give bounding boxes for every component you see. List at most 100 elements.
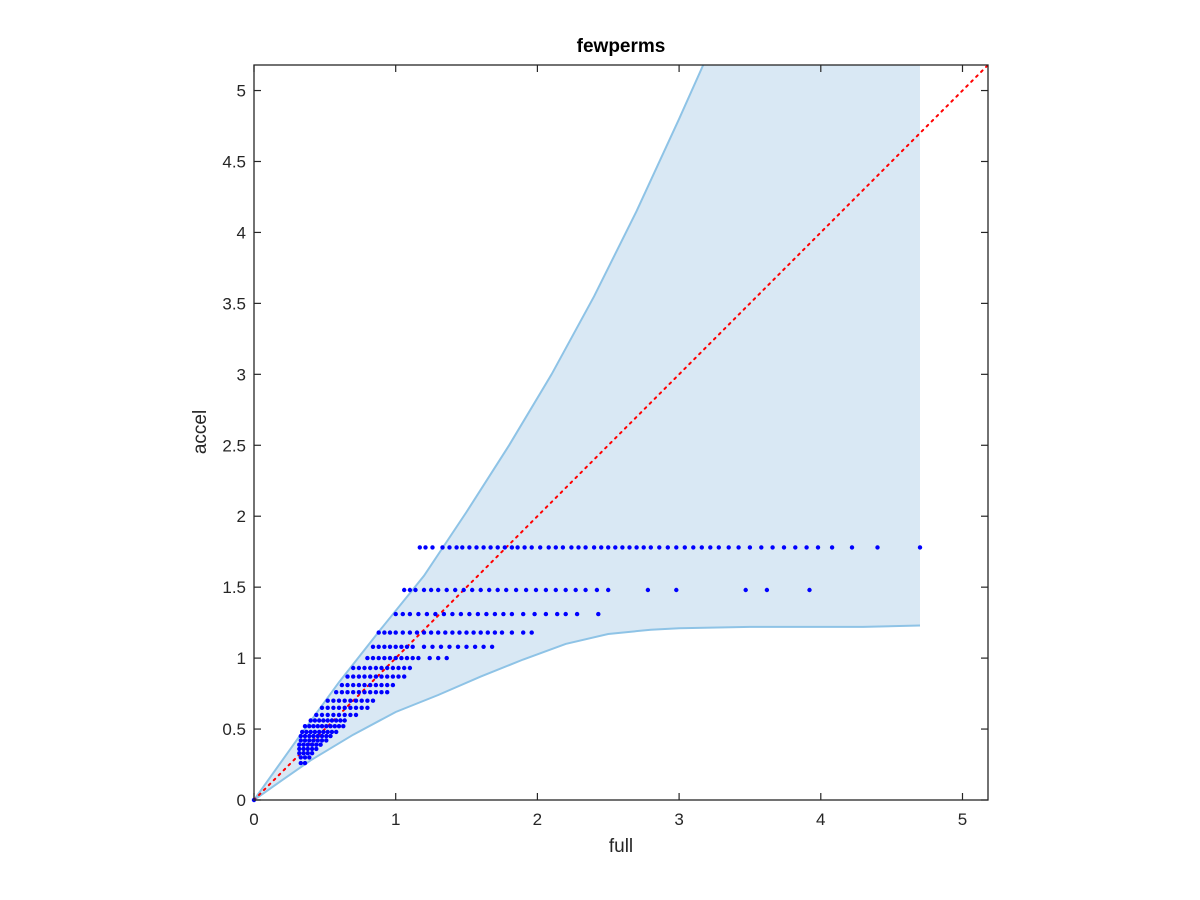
data-point bbox=[302, 724, 308, 729]
data-point bbox=[385, 674, 390, 679]
data-point bbox=[499, 630, 505, 635]
data-point bbox=[402, 665, 407, 671]
data-point bbox=[345, 674, 350, 679]
data-point bbox=[807, 587, 812, 593]
data-point bbox=[338, 718, 343, 723]
data-point bbox=[484, 611, 489, 617]
data-point bbox=[362, 690, 367, 695]
data-point bbox=[301, 746, 306, 752]
data-point bbox=[315, 724, 320, 729]
data-point bbox=[312, 718, 318, 723]
data-point bbox=[576, 545, 581, 550]
data-point bbox=[770, 545, 775, 550]
data-point bbox=[325, 712, 330, 718]
data-point bbox=[334, 718, 339, 723]
data-point bbox=[348, 712, 353, 718]
y-tick-label: 3.5 bbox=[222, 294, 246, 313]
data-point bbox=[373, 682, 379, 688]
data-point bbox=[334, 690, 339, 695]
data-point bbox=[373, 665, 379, 671]
data-point bbox=[407, 587, 413, 593]
data-point bbox=[300, 729, 305, 735]
data-point bbox=[657, 545, 662, 550]
data-point bbox=[362, 682, 367, 688]
data-point bbox=[450, 611, 455, 617]
y-tick-label: 5 bbox=[237, 82, 246, 101]
data-point bbox=[759, 545, 764, 550]
data-point bbox=[407, 630, 413, 635]
data-point bbox=[546, 545, 551, 550]
data-point bbox=[523, 587, 529, 593]
data-point bbox=[430, 545, 435, 550]
data-point bbox=[324, 733, 329, 739]
data-point bbox=[410, 655, 415, 661]
data-point bbox=[314, 712, 319, 718]
data-point bbox=[370, 698, 376, 703]
data-point bbox=[365, 705, 370, 710]
identity-reference-line bbox=[253, 64, 989, 801]
data-point bbox=[321, 729, 326, 735]
data-point bbox=[521, 611, 526, 617]
data-point bbox=[436, 655, 441, 661]
data-point bbox=[509, 630, 515, 635]
data-point bbox=[302, 760, 308, 766]
y-axis-ticks: 0 0.5 1 1.5 2 2.5 3 3.5 4 4.5 5 bbox=[222, 82, 988, 810]
data-point bbox=[387, 655, 393, 661]
data-point bbox=[311, 733, 316, 739]
upper-bound-edge bbox=[253, 64, 705, 801]
data-point bbox=[501, 611, 506, 617]
data-point bbox=[297, 742, 302, 747]
data-point bbox=[341, 724, 346, 729]
data-point bbox=[555, 611, 560, 617]
data-point bbox=[747, 545, 753, 550]
data-point bbox=[447, 644, 452, 649]
data-point bbox=[504, 587, 509, 593]
x-axis-ticks: 0 1 2 3 4 5 bbox=[249, 65, 967, 829]
data-point bbox=[460, 545, 465, 550]
data-point bbox=[311, 738, 316, 743]
data-point bbox=[413, 587, 418, 593]
data-point bbox=[634, 545, 639, 550]
data-point bbox=[674, 545, 679, 550]
x-tick-label: 1 bbox=[391, 810, 400, 829]
bounds-fill bbox=[254, 65, 920, 800]
data-point bbox=[487, 587, 492, 593]
data-point bbox=[342, 698, 347, 703]
data-point bbox=[365, 698, 370, 703]
data-point bbox=[376, 630, 381, 635]
data-point bbox=[464, 630, 469, 635]
data-point bbox=[342, 712, 347, 718]
data-point bbox=[627, 545, 632, 550]
data-point bbox=[325, 718, 330, 723]
data-point bbox=[368, 690, 373, 695]
data-point bbox=[509, 545, 515, 550]
x-tick-label: 2 bbox=[533, 810, 542, 829]
data-point bbox=[583, 587, 588, 593]
data-point bbox=[342, 705, 347, 710]
data-point bbox=[390, 665, 396, 671]
data-point bbox=[488, 545, 493, 550]
x-tick-label: 4 bbox=[816, 810, 825, 829]
data-point bbox=[441, 611, 447, 617]
data-point bbox=[478, 587, 483, 593]
data-point bbox=[314, 742, 319, 747]
data-point bbox=[563, 611, 568, 617]
data-point bbox=[302, 738, 308, 743]
data-point bbox=[396, 674, 401, 679]
data-point bbox=[298, 733, 303, 739]
data-point bbox=[339, 682, 345, 688]
data-point bbox=[743, 587, 748, 593]
data-point bbox=[538, 545, 543, 550]
data-point bbox=[298, 755, 303, 760]
data-point bbox=[305, 746, 310, 752]
data-point bbox=[382, 630, 387, 635]
data-point bbox=[304, 729, 309, 735]
data-point bbox=[382, 644, 387, 649]
data-point bbox=[376, 644, 381, 649]
data-point bbox=[328, 733, 333, 739]
data-point bbox=[379, 690, 384, 695]
data-point bbox=[332, 724, 337, 729]
x-tick-label: 3 bbox=[674, 810, 683, 829]
y-tick-label: 0.5 bbox=[222, 720, 246, 739]
